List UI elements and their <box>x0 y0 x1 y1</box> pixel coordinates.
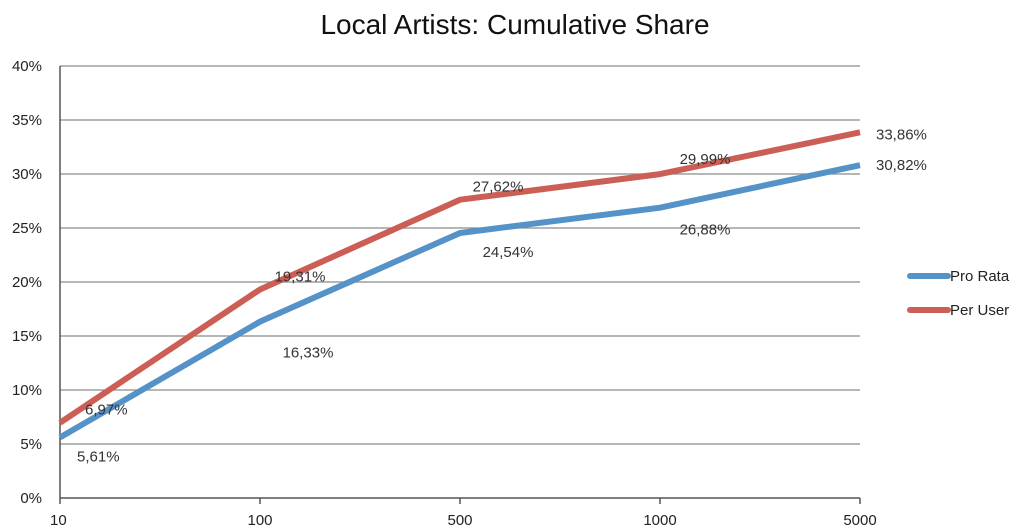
data-label: 26,88% <box>680 222 731 239</box>
y-tick-label: 0% <box>20 490 42 507</box>
data-label: 27,62% <box>473 179 524 196</box>
x-tick-labels: 10 100 500 1000 5000 <box>50 512 877 529</box>
data-label: 24,54% <box>483 244 534 261</box>
data-label: 5,61% <box>77 448 120 465</box>
data-labels: 5,61% 16,33% 24,54% 26,88% 30,82% 6,97% 19,31%… <box>77 126 927 465</box>
data-label: 19,31% <box>275 268 326 285</box>
y-tick-label: 5% <box>20 436 42 453</box>
y-tick-label: 40% <box>12 58 42 75</box>
data-label: 33,86% <box>876 126 927 143</box>
x-tick-label: 500 <box>447 512 472 529</box>
axes <box>59 66 861 504</box>
y-tick-label: 30% <box>12 166 42 183</box>
y-tick-label: 25% <box>12 220 42 237</box>
x-tick-label: 100 <box>247 512 272 529</box>
series-line-per-user <box>58 129 861 426</box>
chart-title: Local Artists: Cumulative Share <box>320 9 709 40</box>
data-label: 29,99% <box>680 151 731 168</box>
legend-label: Per User <box>950 302 1009 319</box>
series-lines <box>58 129 861 441</box>
y-tick-labels: 0% 5% 10% 15% 20% 25% 30% 35% 40% <box>12 58 42 507</box>
x-tick-label: 5000 <box>843 512 876 529</box>
series-line-pro-rata <box>58 162 861 441</box>
data-label: 16,33% <box>283 345 334 362</box>
y-tick-label: 10% <box>12 382 42 399</box>
y-tick-label: 15% <box>12 328 42 345</box>
x-tick-label: 1000 <box>643 512 676 529</box>
data-label: 30,82% <box>876 157 927 174</box>
legend: Pro Rata Per User <box>907 268 1010 319</box>
y-tick-label: 35% <box>12 112 42 129</box>
x-tick-label: 10 <box>50 512 67 529</box>
y-tick-label: 20% <box>12 274 42 291</box>
grid-lines <box>60 65 860 445</box>
data-label: 6,97% <box>85 402 128 419</box>
legend-label: Pro Rata <box>950 268 1010 285</box>
